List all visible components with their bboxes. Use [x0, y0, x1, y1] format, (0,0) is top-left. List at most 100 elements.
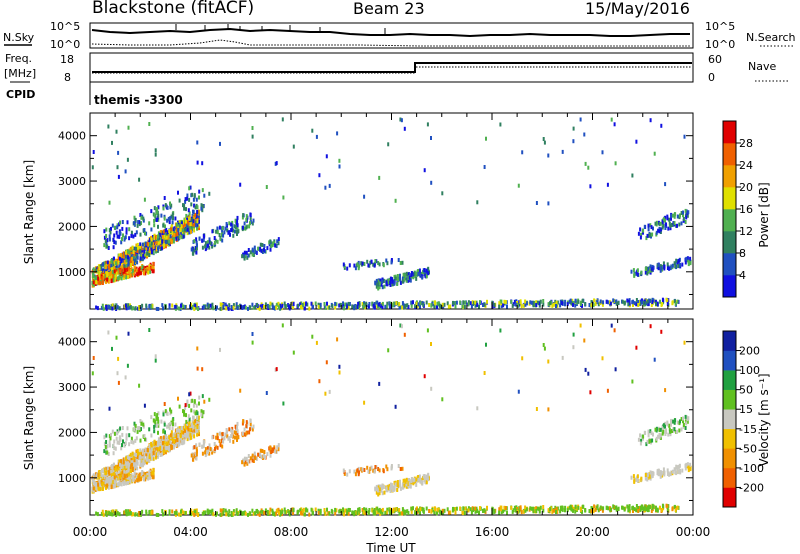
power-echo [165, 235, 168, 240]
power-echo [522, 303, 525, 308]
power-echo [311, 128, 314, 133]
velocity-echo [122, 481, 125, 486]
velocity-echo [157, 411, 160, 416]
velocity-echo [243, 456, 246, 461]
velocity-echo [107, 485, 110, 490]
velocity-echo [130, 460, 133, 465]
power-echo [385, 280, 388, 285]
velocity-echo [153, 424, 156, 429]
velocity-echo [144, 460, 147, 464]
power-echo [427, 271, 430, 276]
power-echo [132, 271, 135, 276]
velocity-echo [408, 481, 411, 486]
power-echo [635, 302, 638, 307]
velocity-echo [274, 449, 277, 454]
velocity-echo [680, 427, 683, 432]
velocity-echo [659, 474, 662, 479]
velocity-echo [195, 420, 198, 425]
velocity-echo [164, 409, 167, 414]
power-echo [180, 303, 182, 308]
velocity-echo [682, 423, 685, 427]
power-echo [652, 226, 654, 231]
velocity-echo [193, 421, 196, 426]
velocity-echo [112, 462, 115, 467]
power-echo [252, 253, 255, 257]
velocity-echo [151, 441, 154, 445]
power-echo [167, 216, 170, 221]
power-echo [148, 266, 151, 271]
power-echo [564, 302, 566, 307]
velocity-echo [127, 511, 130, 516]
power-echo [145, 241, 147, 246]
power-echo [216, 227, 219, 231]
power-echo [196, 160, 199, 165]
power-echo [198, 226, 200, 231]
power-echo [152, 261, 155, 266]
velocity-echo [114, 480, 117, 485]
power-echo [125, 227, 128, 232]
power-echo [142, 216, 145, 221]
velocity-echo [125, 474, 128, 479]
power-echo [637, 231, 640, 236]
power-echo [91, 280, 94, 285]
power-echo [173, 237, 175, 242]
power-echo [149, 269, 152, 274]
velocity-echo [131, 466, 134, 471]
power-echo [123, 304, 126, 309]
velocity-echo [95, 482, 98, 487]
velocity-echo [177, 426, 179, 431]
velocity-echo [208, 451, 211, 456]
power-echo [389, 280, 392, 285]
velocity-echo [367, 469, 370, 474]
power-echo [673, 299, 676, 304]
power-echo [175, 222, 178, 227]
velocity-echo [396, 488, 399, 492]
velocity-echo [194, 418, 197, 423]
power-echo [260, 248, 263, 253]
power-echo [106, 238, 109, 243]
power-echo [200, 206, 203, 211]
velocity-echo [676, 466, 679, 471]
velocity-echo [412, 478, 415, 483]
velocity-echo [399, 511, 402, 516]
power-echo [235, 229, 238, 234]
power-echo [92, 277, 95, 282]
power-echo [166, 218, 169, 223]
power-echo [128, 236, 131, 241]
velocity-echo [152, 471, 155, 476]
power-echo [666, 266, 669, 270]
velocity-echo [658, 435, 661, 440]
velocity-echo [180, 427, 183, 432]
power-echo [150, 209, 153, 214]
power-echo [425, 300, 428, 305]
power-echo [519, 300, 522, 304]
velocity-echo [249, 456, 252, 461]
power-echo [206, 302, 209, 307]
power-echo [185, 207, 187, 212]
power-echo [188, 186, 191, 191]
power-echo [123, 264, 126, 269]
power-echo [455, 300, 458, 305]
power-echo [141, 250, 144, 255]
power-echo [191, 192, 194, 197]
power-echo [112, 278, 115, 283]
power-echo [621, 299, 624, 304]
power-echo [378, 281, 381, 286]
power-echo [174, 216, 177, 221]
velocity-echo [247, 459, 250, 464]
velocity-echo [102, 474, 105, 479]
power-echo [186, 223, 189, 228]
power-echo [269, 247, 272, 252]
power-echo [197, 307, 199, 311]
power-echo [112, 274, 115, 279]
velocity-echo [118, 480, 121, 485]
velocity-echo [141, 471, 144, 475]
power-echo [261, 303, 264, 308]
velocity-echo [126, 455, 129, 460]
power-echo [101, 280, 104, 285]
velocity-echo [156, 413, 159, 418]
power-echo [139, 254, 142, 258]
power-echo [275, 303, 278, 308]
velocity-echo [182, 425, 185, 430]
